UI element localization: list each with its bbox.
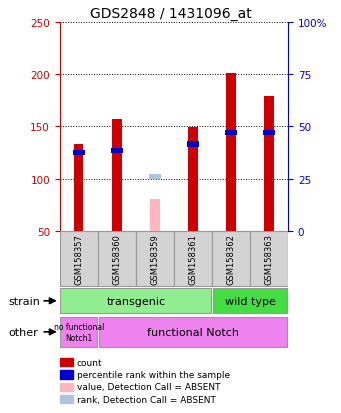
Text: strain: strain (9, 296, 40, 306)
Text: percentile rank within the sample: percentile rank within the sample (77, 370, 230, 379)
Text: transgenic: transgenic (106, 296, 165, 306)
Text: other: other (9, 327, 38, 337)
FancyBboxPatch shape (250, 232, 288, 287)
FancyBboxPatch shape (213, 288, 287, 314)
FancyBboxPatch shape (136, 232, 174, 287)
Bar (264, 97, 274, 231)
Text: wild type: wild type (225, 296, 276, 306)
FancyBboxPatch shape (212, 232, 250, 287)
Text: no functional
Notch1: no functional Notch1 (54, 323, 104, 342)
Text: GSM158360: GSM158360 (112, 234, 121, 285)
Bar (73, 150, 85, 156)
FancyBboxPatch shape (60, 317, 97, 347)
FancyBboxPatch shape (99, 317, 287, 347)
Text: rank, Detection Call = ABSENT: rank, Detection Call = ABSENT (77, 395, 216, 404)
Text: GDS2848 / 1431096_at: GDS2848 / 1431096_at (90, 7, 251, 21)
Text: GSM158359: GSM158359 (150, 234, 159, 285)
Bar (226, 74, 236, 231)
Bar (150, 200, 160, 231)
Text: GSM158362: GSM158362 (226, 234, 236, 285)
Text: count: count (77, 358, 102, 367)
Bar (112, 120, 121, 231)
Bar (225, 131, 237, 136)
Bar (263, 131, 275, 136)
Bar (149, 174, 161, 180)
Bar (187, 142, 199, 147)
Bar (188, 128, 198, 231)
Text: GSM158357: GSM158357 (74, 234, 83, 285)
Text: functional Notch: functional Notch (147, 327, 239, 337)
Text: GSM158361: GSM158361 (189, 234, 197, 285)
Text: GSM158363: GSM158363 (265, 234, 273, 285)
Text: value, Detection Call = ABSENT: value, Detection Call = ABSENT (77, 382, 220, 392)
FancyBboxPatch shape (60, 288, 211, 314)
FancyBboxPatch shape (60, 232, 98, 287)
Bar (74, 145, 84, 231)
FancyBboxPatch shape (98, 232, 136, 287)
FancyBboxPatch shape (174, 232, 212, 287)
Bar (110, 148, 123, 154)
